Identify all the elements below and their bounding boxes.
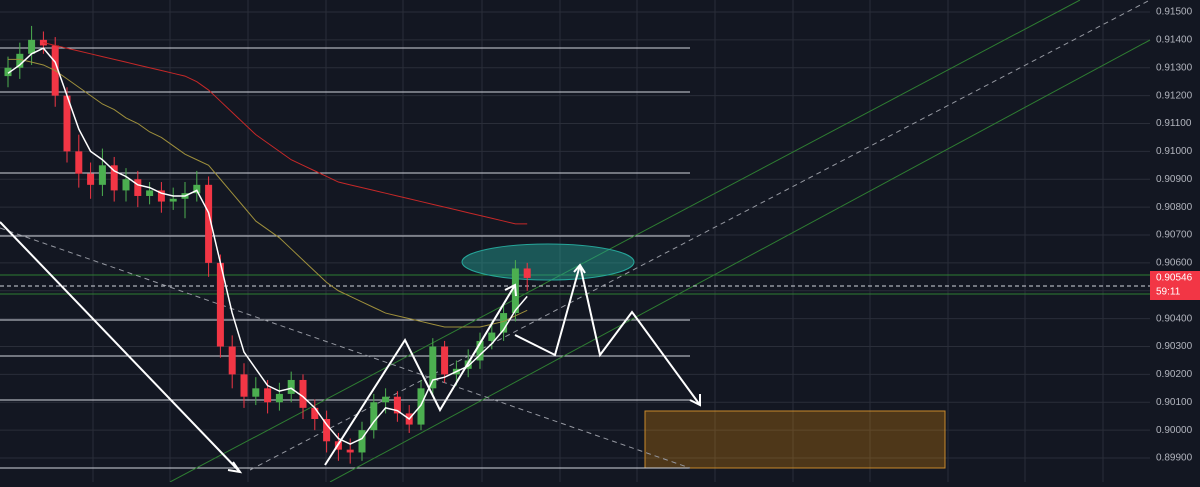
y-tick-label: 0.90300	[1156, 341, 1193, 352]
countdown: 59:11	[1156, 287, 1181, 298]
y-tick-label: 0.91500	[1156, 7, 1193, 18]
candle-body	[87, 173, 95, 185]
candle-body	[193, 184, 201, 194]
y-tick-label: 0.90900	[1156, 174, 1193, 185]
y-tick-label: 0.91000	[1156, 146, 1193, 157]
arrow	[514, 264, 701, 406]
candle-body	[358, 430, 366, 453]
candle-body	[488, 332, 496, 341]
candle-body	[228, 346, 236, 375]
channel-lines	[0, 0, 1151, 483]
y-tick-label: 0.91300	[1156, 62, 1193, 73]
candle-body	[382, 396, 390, 403]
candle-body	[4, 67, 12, 77]
candle-body	[500, 313, 508, 333]
candle-body	[252, 388, 260, 397]
grid	[0, 11, 1150, 459]
y-tick-label: 0.91100	[1156, 118, 1192, 129]
candle-body	[311, 407, 319, 419]
arrow-head	[504, 283, 517, 297]
candle-body	[16, 53, 24, 68]
y-tick-label: 0.91400	[1156, 35, 1193, 46]
moving-average	[8, 58, 528, 328]
dashed-trend	[249, 0, 1151, 471]
time-grid	[92, 0, 1104, 482]
moving-average	[43, 42, 528, 225]
y-tick-label: 0.90600	[1156, 258, 1193, 269]
moving-average	[7, 47, 528, 445]
dashed-trend	[0, 227, 691, 469]
candle-body	[264, 388, 272, 403]
y-tick-label: 0.90800	[1156, 202, 1193, 213]
candle-body	[275, 393, 283, 403]
candle-body	[429, 346, 437, 389]
level-lines	[0, 47, 690, 469]
candle-body	[323, 418, 331, 442]
y-tick-label: 0.89900	[1156, 453, 1193, 464]
arrows	[0, 221, 701, 474]
candle-body	[63, 95, 71, 152]
target-box	[644, 410, 946, 469]
arrow-head	[689, 394, 701, 407]
candle-body	[476, 340, 484, 361]
candle-body	[169, 198, 177, 202]
y-tick-label: 0.90200	[1156, 369, 1193, 380]
arrow-head	[227, 461, 243, 474]
y-tick-label: 0.91200	[1156, 90, 1193, 101]
y-tick-label: 0.90000	[1156, 425, 1193, 436]
arrow	[0, 221, 241, 473]
candle-body	[134, 179, 142, 196]
candle-body	[370, 402, 378, 431]
candle-body	[299, 379, 307, 408]
price-label-box	[1150, 271, 1200, 300]
candle-body	[346, 449, 354, 453]
arrow-head	[573, 263, 586, 274]
candle-body	[110, 165, 118, 191]
drawings	[0, 0, 1151, 483]
candle-body	[146, 190, 154, 196]
y-tick-label: 0.90400	[1156, 313, 1193, 324]
y-tick-label: 0.90100	[1156, 397, 1193, 408]
y-tick-label: 0.90700	[1156, 230, 1193, 241]
candle-body	[287, 379, 295, 394]
last-price: 0.90546	[1156, 273, 1193, 284]
candle-body	[28, 39, 36, 54]
candle-body	[75, 151, 83, 174]
candle-body	[240, 374, 248, 397]
candle-body	[157, 190, 165, 202]
candle-body	[441, 346, 449, 375]
candle-body	[417, 388, 425, 425]
candle-body	[523, 268, 531, 278]
target-ellipse	[461, 243, 635, 281]
candle-body	[393, 396, 401, 414]
arrow	[324, 284, 516, 466]
candle-body	[98, 165, 106, 185]
candle-body	[205, 184, 213, 263]
candle-body	[122, 179, 130, 191]
candle-body	[216, 262, 224, 347]
